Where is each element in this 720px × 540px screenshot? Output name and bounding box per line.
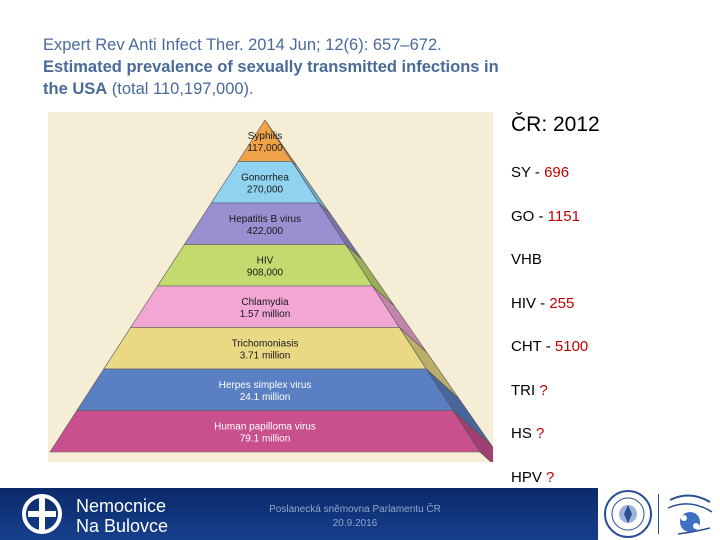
prevalence-pyramid-figure: Syphilis 117,000 Gonorrhea 270,000 Hepatitis… [48, 112, 493, 462]
pyramid-level-name: Syphilis [248, 131, 282, 142]
cz-title: ČR: 2012 [511, 113, 600, 136]
pyramid-level-value: 908,000 [247, 267, 284, 278]
footer-venue-name: Poslanecká sněmovna Parlamentu ČR [269, 504, 441, 515]
dermatovenerology-society-logo-icon [667, 494, 713, 535]
cz-row-value: ? [536, 425, 545, 442]
pyramid-level-name: Human papilloma virus [214, 421, 316, 432]
citation-source: Expert Rev Anti Infect Ther. 2014 Jun; 1… [43, 36, 442, 54]
university-seal-icon [604, 490, 652, 538]
cz-row-label: HIV - [511, 294, 550, 312]
cz-row-label: VHB [511, 251, 542, 268]
pyramid-level-name: Trichomoniasis [232, 338, 299, 349]
cz-row-value: ? [539, 381, 548, 399]
citation-caption-total: (total 110,197,000). [107, 80, 254, 98]
cz-row: VHB [511, 251, 542, 268]
pyramid-level-name: Hepatitis B virus [229, 214, 301, 225]
pyramid-level-value: 422,000 [247, 226, 284, 237]
citation-caption-bold: Estimated prevalence of sexually transmi… [43, 58, 499, 98]
citation-caption: Estimated prevalence of sexually transmi… [43, 56, 513, 100]
cz-row-value: 5100 [554, 338, 589, 355]
hospital-name-line2: Na Bulovce [76, 516, 169, 536]
citation: Expert Rev Anti Infect Ther. 2014 Jun; 1… [43, 34, 513, 100]
cz-row-value: 255 [549, 294, 575, 312]
cz-row: CHT - 5100 [511, 338, 588, 355]
pyramid-level-name: HIV [257, 255, 274, 266]
cz-row: SY - 696 [511, 164, 569, 181]
pyramid-level-value: 3.71 million [240, 350, 291, 361]
cz-row-value: 1151 [547, 207, 580, 225]
hospital-name: Nemocnice Na Bulovce [76, 496, 168, 536]
cz-row: GO - 1151 [511, 208, 580, 225]
cz-row-label: GO - [511, 207, 548, 225]
cz-row: TRI ? [511, 382, 548, 399]
cz-row-label: TRI [511, 381, 540, 399]
cz-row-label: CHT - [511, 338, 555, 355]
footer-venue: Poslanecká sněmovna Parlamentu ČR 20.9.2… [250, 503, 460, 531]
badge-divider [658, 494, 659, 534]
cz-row-value: ? [546, 468, 555, 486]
pyramid-level-value: 79.1 million [240, 433, 291, 444]
pyramid-level-value: 24.1 million [240, 392, 291, 403]
society-badges [598, 488, 720, 540]
cz-row-label: HS [511, 425, 537, 442]
cz-row-label: SY - [511, 164, 545, 181]
pyramid-level-name: Chlamydia [241, 297, 289, 308]
cz-row: HPV ? [511, 469, 554, 486]
cz-row-value: 696 [544, 164, 570, 181]
cz-row: HS ? [511, 425, 544, 442]
pyramid-level-value: 117,000 [247, 143, 283, 154]
pyramid-level-value: 1.57 million [240, 309, 291, 320]
pyramid-level-value: 270,000 [247, 184, 284, 195]
cz-row-label: HPV [511, 468, 547, 486]
cz-row: HIV - 255 [511, 295, 574, 312]
pyramid-level-name: Herpes simplex virus [219, 380, 312, 391]
hospital-name-line1: Nemocnice [76, 496, 167, 516]
pyramid-level [49, 410, 481, 453]
pyramid-level-name: Gonorrhea [241, 172, 289, 183]
hospital-logo-icon [22, 494, 62, 534]
footer-date: 20.9.2016 [332, 518, 378, 529]
